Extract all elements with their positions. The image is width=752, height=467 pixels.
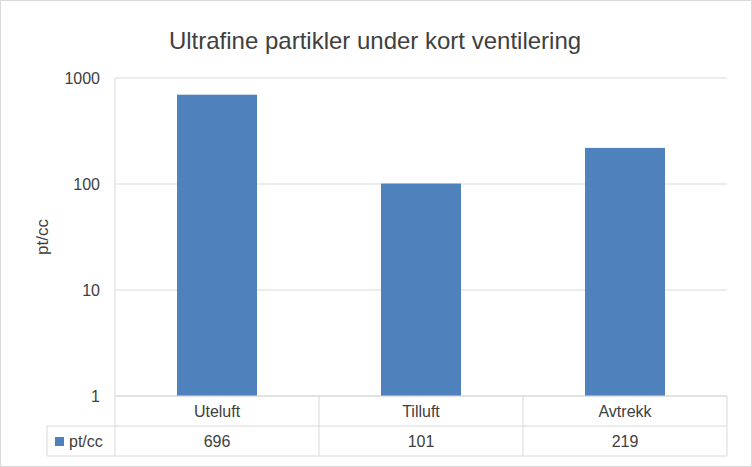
chart-container: Ultrafine partikler under kort ventileri…: [0, 0, 752, 467]
chart-svg: Ultrafine partikler under kort ventileri…: [0, 0, 752, 467]
bar: [177, 95, 257, 396]
y-axis-label: pt/cc: [33, 219, 52, 255]
table-line: [727, 396, 728, 456]
x-tick-label: Uteluft: [194, 403, 241, 420]
legend-key: [55, 437, 64, 446]
table-line: [115, 396, 727, 397]
bar: [381, 184, 461, 396]
table-line: [115, 396, 116, 456]
grid-line: [115, 396, 727, 397]
table-line: [319, 396, 320, 456]
chart-border: [1, 1, 752, 467]
chart-title: Ultrafine partikler under kort ventileri…: [169, 27, 581, 54]
table-line: [523, 396, 524, 456]
grid-line: [115, 78, 727, 79]
data-label: 696: [204, 433, 231, 450]
x-tick-label: Avtrekk: [598, 403, 652, 420]
data-label: 101: [408, 433, 435, 450]
table-line: [47, 426, 48, 456]
y-tick-label: 1: [91, 388, 100, 405]
y-axis-line: [115, 78, 116, 396]
table-line: [47, 426, 727, 427]
bars: [177, 95, 665, 396]
x-tick-label: Tilluft: [402, 403, 440, 420]
legend-label: pt/cc: [69, 433, 103, 450]
data-label: 219: [612, 433, 639, 450]
data-table: Uteluft Tilluft Avtrekk pt/cc 696 101 219: [47, 396, 727, 456]
y-tick-label: 10: [82, 282, 100, 299]
y-tick-label: 1000: [64, 70, 100, 87]
y-tick-label: 100: [73, 176, 100, 193]
table-line: [47, 456, 727, 457]
bar: [585, 148, 665, 396]
